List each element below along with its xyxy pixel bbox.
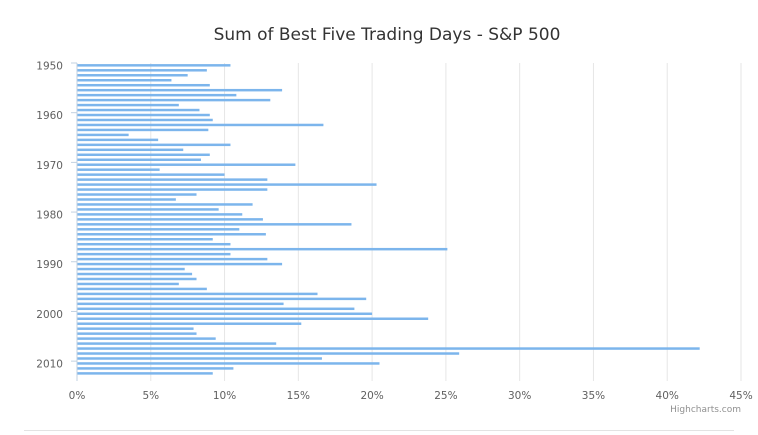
bar[interactable]	[77, 277, 197, 281]
bar[interactable]	[77, 337, 216, 340]
bar[interactable]	[77, 143, 231, 147]
bar[interactable]	[77, 64, 231, 67]
bar[interactable]	[77, 312, 373, 316]
bar[interactable]	[77, 158, 201, 161]
value-tick-label: 5%	[142, 390, 159, 402]
value-tick-label: 25%	[434, 390, 457, 402]
chart-title: Sum of Best Five Trading Days - S&P 500	[214, 25, 561, 45]
bar[interactable]	[77, 282, 179, 286]
category-tick-label: 1960	[36, 110, 63, 122]
bar[interactable]	[77, 347, 700, 350]
bar[interactable]	[77, 198, 176, 201]
bar[interactable]	[77, 173, 225, 176]
category-tick-label: 2010	[36, 359, 63, 371]
category-axis: 1950 1960 1970 1980 1990 2000 2010	[36, 60, 77, 371]
bar[interactable]	[77, 163, 296, 166]
bar[interactable]	[77, 108, 200, 112]
bar[interactable]	[77, 83, 210, 87]
bar[interactable]	[77, 252, 231, 256]
value-tick-label: 35%	[582, 390, 605, 402]
chart-credit[interactable]: Highcharts.com	[670, 405, 741, 415]
bar[interactable]	[77, 133, 129, 137]
bar[interactable]	[77, 103, 179, 107]
category-tick-label: 1950	[36, 60, 63, 72]
bar[interactable]	[77, 367, 234, 370]
bar[interactable]	[77, 213, 243, 216]
bar[interactable]	[77, 193, 197, 196]
bar[interactable]	[77, 302, 284, 306]
bars	[77, 64, 700, 375]
bar[interactable]	[77, 128, 209, 132]
bar[interactable]	[77, 228, 240, 231]
bar[interactable]	[77, 233, 266, 236]
bottom-divider	[24, 430, 734, 431]
bar[interactable]	[77, 178, 268, 181]
bar[interactable]	[77, 307, 355, 311]
bar[interactable]	[77, 188, 268, 191]
value-tick-label: 0%	[69, 390, 86, 402]
bar[interactable]	[77, 153, 210, 157]
bar[interactable]	[77, 327, 194, 330]
bar[interactable]	[77, 357, 322, 360]
bar[interactable]	[77, 138, 159, 142]
bar[interactable]	[77, 247, 448, 251]
bar[interactable]	[77, 292, 318, 296]
value-tick-label: 40%	[656, 390, 679, 402]
bar[interactable]	[77, 123, 324, 127]
bar[interactable]	[77, 262, 283, 266]
bar[interactable]	[77, 242, 231, 246]
bar[interactable]	[77, 267, 185, 271]
bar[interactable]	[77, 352, 460, 355]
bar[interactable]	[77, 74, 188, 77]
bar[interactable]	[77, 113, 210, 117]
bar[interactable]	[77, 218, 263, 221]
value-tick-label: 30%	[508, 390, 531, 402]
value-tick-label: 15%	[287, 390, 310, 402]
category-tick-label: 1990	[36, 259, 63, 271]
value-axis: 0% 5% 10% 15% 20% 25% 30% 35% 40% 45%	[69, 390, 753, 402]
bar[interactable]	[77, 317, 429, 320]
category-tick-label: 1980	[36, 210, 63, 222]
bar[interactable]	[77, 332, 197, 335]
bar[interactable]	[77, 372, 213, 375]
bar[interactable]	[77, 78, 172, 82]
bar[interactable]	[77, 287, 207, 291]
bar[interactable]	[77, 88, 283, 92]
bar[interactable]	[77, 257, 268, 261]
bar[interactable]	[77, 148, 184, 152]
value-tick-label: 10%	[213, 390, 236, 402]
category-tick-label: 2000	[36, 309, 63, 321]
bar[interactable]	[77, 98, 271, 102]
bar[interactable]	[77, 203, 253, 206]
bar[interactable]	[77, 118, 213, 122]
gridlines	[150, 63, 742, 381]
bar[interactable]	[77, 93, 237, 97]
value-tick-label: 20%	[360, 390, 383, 402]
bar[interactable]	[77, 208, 219, 211]
bar[interactable]	[77, 223, 352, 226]
bar[interactable]	[77, 297, 367, 301]
bar[interactable]	[77, 237, 213, 241]
bar[interactable]	[77, 342, 277, 345]
bar[interactable]	[77, 69, 207, 72]
value-tick-label: 45%	[729, 390, 752, 402]
bar[interactable]	[77, 272, 193, 276]
bar[interactable]	[77, 168, 160, 171]
category-tick-label: 1970	[36, 160, 63, 172]
bar[interactable]	[77, 183, 377, 186]
bar[interactable]	[77, 322, 302, 325]
bar[interactable]	[77, 362, 380, 365]
